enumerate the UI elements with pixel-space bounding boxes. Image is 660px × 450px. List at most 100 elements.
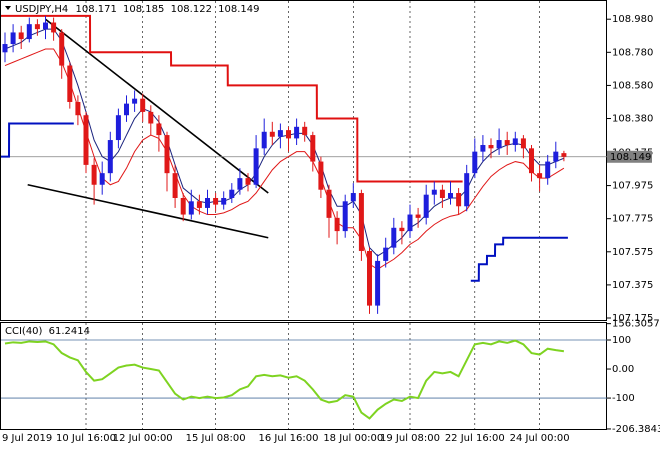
candle-body — [188, 201, 194, 215]
y-tick-label: 107.175 — [612, 313, 653, 324]
candle-body — [132, 98, 138, 104]
candle-body — [286, 130, 291, 139]
candle-body — [496, 140, 502, 149]
candle-body — [391, 227, 397, 248]
candle-body — [439, 189, 445, 198]
y-tick-label: 108.780 — [612, 47, 653, 58]
candle-body — [245, 178, 251, 185]
candle-body — [99, 173, 105, 185]
menu-icon — [5, 6, 11, 10]
candle-body — [213, 197, 219, 205]
candle-body — [407, 214, 413, 232]
candle-body — [83, 115, 89, 165]
cci-value: 61.2414 — [49, 326, 90, 337]
y-tick-label: 156.3057 — [612, 319, 660, 330]
candle-body — [529, 148, 534, 174]
candle-body — [342, 201, 348, 232]
candle-body — [156, 123, 162, 136]
candle-body — [561, 153, 567, 157]
x-tick-label: 22 Jul 16:00 — [445, 433, 505, 444]
candle-body — [51, 22, 57, 33]
y-tick-label: 0.00 — [612, 364, 634, 375]
y-tick-label: -100 — [612, 393, 635, 404]
candle-body — [472, 151, 478, 174]
candle-body — [358, 193, 364, 251]
candle-body — [26, 24, 32, 40]
x-tick-label: 18 Jul 00:00 — [323, 433, 383, 444]
candle-body — [448, 193, 453, 198]
x-tick-label: 24 Jul 00:00 — [510, 433, 570, 444]
indicator-line — [4, 48, 565, 270]
candle-body — [399, 227, 405, 232]
candle-body — [67, 65, 73, 102]
candle-body — [229, 189, 235, 198]
candle-body — [375, 260, 381, 306]
candle-body — [504, 140, 510, 146]
candle-body — [488, 145, 494, 149]
candle-body — [196, 201, 202, 208]
trendline — [27, 183, 269, 239]
ohlc-open: 108.171 — [75, 4, 116, 15]
candle-body — [148, 111, 154, 124]
last-price-box — [607, 150, 652, 163]
candle-body — [415, 214, 421, 218]
candle-body — [18, 32, 24, 40]
cci-header: CCI(40) 61.2414 — [5, 326, 90, 337]
indicator-line — [470, 236, 568, 282]
y-tick-label: 107.775 — [612, 214, 653, 225]
cci-line — [4, 339, 565, 420]
candle-body — [43, 22, 48, 30]
candle-body — [480, 145, 486, 152]
indicator-line — [4, 28, 565, 257]
cci-title: CCI(40) — [5, 326, 43, 337]
candle-body — [456, 193, 462, 207]
main-panel — [0, 0, 607, 321]
candle-body — [294, 126, 300, 139]
candle-body — [537, 173, 543, 179]
y-tick-label: 108.380 — [612, 114, 653, 125]
y-tick-label: 107.375 — [612, 280, 653, 291]
candle-body — [172, 173, 178, 198]
x-tick-label: 19 Jul 08:00 — [380, 433, 440, 444]
y-tick-label: 100 — [612, 335, 631, 346]
chart-header: USDJPY,H4 108.171 108.185 108.122 108.14… — [15, 4, 259, 15]
candle-body — [431, 189, 437, 195]
ohlc-high: 108.185 — [123, 4, 164, 15]
indicator-line — [1, 14, 463, 183]
candle-body — [318, 161, 324, 190]
y-tick-label: 108.580 — [612, 80, 653, 91]
candle-body — [140, 98, 146, 112]
y-tick-label: 108.980 — [612, 14, 653, 25]
candle-body — [269, 131, 275, 137]
candle-body — [221, 197, 227, 205]
candle-body — [310, 135, 316, 162]
candle-body — [334, 217, 340, 232]
candle-body — [464, 173, 470, 207]
candle-body — [2, 44, 8, 53]
x-tick-label: 12 Jul 00:00 — [113, 433, 173, 444]
candle-body — [553, 151, 559, 162]
candle-body — [367, 250, 372, 306]
y-tick-label: 107.975 — [612, 181, 653, 192]
x-tick-label: 9 Jul 2019 — [2, 433, 52, 444]
y-tick-label: 107.575 — [612, 247, 653, 258]
ohlc-close: 108.149 — [218, 4, 259, 15]
ohlc-low: 108.122 — [171, 4, 212, 15]
candle-body — [545, 161, 551, 179]
x-tick-label: 15 Jul 08:00 — [186, 433, 246, 444]
candle-body — [383, 247, 389, 261]
cci-panel — [0, 322, 607, 430]
x-tick-label: 16 Jul 16:00 — [259, 433, 319, 444]
candle-body — [423, 194, 429, 218]
candle-body — [237, 178, 243, 190]
symbol: USDJPY,H4 — [15, 4, 68, 15]
candle-body — [302, 126, 308, 136]
candle-body — [91, 164, 97, 185]
candle-body — [277, 130, 283, 137]
y-tick-label: -206.3843 — [612, 424, 660, 435]
candle-body — [520, 138, 526, 149]
x-tick-label: 10 Jul 16:00 — [56, 433, 116, 444]
candle-body — [180, 197, 186, 215]
candle-body — [326, 189, 332, 218]
